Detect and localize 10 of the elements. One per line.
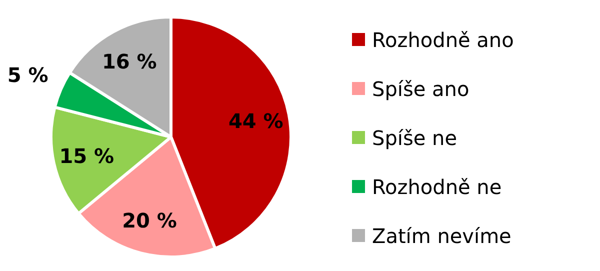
legend-label: Rozhodně ano <box>372 28 514 52</box>
legend-label: Rozhodně ne <box>372 175 502 199</box>
data-label: 15 % <box>59 144 114 168</box>
legend-label: Spíše ne <box>372 126 458 150</box>
legend-label: Spíše ano <box>372 77 470 101</box>
data-label: 44 % <box>228 108 284 133</box>
legend-label: Zatím nevíme <box>372 224 512 248</box>
data-label: 5 % <box>7 63 48 88</box>
data-label: 20 % <box>122 208 177 233</box>
data-label: 16 % <box>102 49 157 74</box>
